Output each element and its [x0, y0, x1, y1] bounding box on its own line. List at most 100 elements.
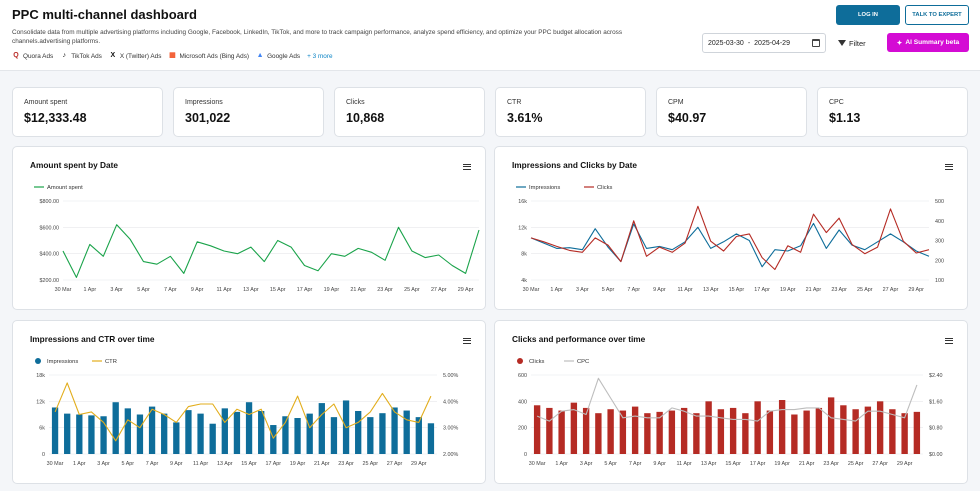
legend-label: Impressions — [47, 359, 78, 365]
x-tick-label: 23 Apr — [377, 287, 393, 293]
x-tick-label: 23 Apr — [831, 287, 847, 293]
x-tick-label: 13 Apr — [703, 287, 719, 293]
x-tick-label: 9 Apr — [191, 287, 204, 293]
kpi-cpc: CPC $1.13 — [817, 87, 968, 137]
talk-to-expert-button[interactable]: TALK TO EXPERT — [905, 5, 969, 25]
bar — [306, 413, 313, 454]
date-from: 2025-03-30 — [708, 39, 744, 47]
date-separator: - — [747, 39, 751, 47]
bar — [148, 406, 156, 454]
login-button[interactable]: LOG IN — [836, 5, 900, 25]
y-tick-label: 400 — [518, 399, 527, 405]
sparkle-icon: ✦ — [896, 39, 903, 47]
y-tick-label: 200 — [518, 426, 527, 432]
y-tick-label: 0 — [42, 452, 45, 458]
y-tick-label: 0 — [524, 452, 527, 458]
x-tick-label: 19 Apr — [774, 461, 790, 467]
x-tick-label: 13 Apr — [217, 461, 233, 467]
y-tick-label: 16k — [518, 199, 527, 205]
x-tick-label: 5 Apr — [122, 461, 135, 467]
y2-tick-label: $0.80 — [929, 426, 943, 432]
y2-tick-label: 5.00% — [443, 373, 458, 379]
bar — [644, 413, 651, 454]
x-tick-label: 9 Apr — [653, 287, 666, 293]
bar — [136, 414, 144, 454]
x-tick-label: 25 Apr — [404, 287, 420, 293]
series-line — [530, 205, 930, 271]
x-tick-label: 15 Apr — [270, 287, 286, 293]
chart-title: Clicks and performance over time — [512, 334, 646, 344]
x-tick-label: 25 Apr — [363, 461, 379, 467]
y-tick-label: 4k — [521, 278, 527, 284]
x-tick-label: 30 Mar — [523, 287, 540, 293]
x-tick-label: 27 Apr — [883, 287, 899, 293]
kpi-label: Clicks — [346, 99, 365, 106]
x-tick-label: 30 Mar — [55, 287, 72, 293]
kpi-cpm: CPM $40.97 — [656, 87, 807, 137]
series-line — [62, 224, 480, 278]
ai-summary-label: AI Summary beta — [905, 39, 960, 46]
kpi-label: CPC — [829, 99, 844, 106]
x-tick-label: 3 Apr — [576, 287, 589, 293]
y-tick-label: 12k — [36, 399, 45, 405]
x-tick-label: 21 Apr — [799, 461, 815, 467]
page-description: Consolidate data from multiple advertisi… — [12, 29, 623, 46]
bar — [318, 403, 325, 454]
y2-tick-label: 100 — [935, 278, 944, 284]
kpi-label: CTR — [507, 99, 522, 106]
y2-tick-label: 200 — [935, 258, 944, 264]
bar — [76, 414, 83, 454]
bar — [889, 409, 896, 454]
bar — [100, 416, 107, 454]
bar — [631, 406, 639, 454]
y2-tick-label: 500 — [935, 199, 944, 205]
kpi-amount-spent: Amount spent $12,333.48 — [12, 87, 163, 137]
platform-quora[interactable]: Q Quora Ads — [12, 52, 53, 60]
series-line — [530, 222, 930, 268]
menu-icon[interactable] — [463, 164, 471, 170]
date-range-picker[interactable]: 2025-03-30 - 2025-04-29 — [702, 33, 826, 53]
x-tick-label: 5 Apr — [137, 287, 150, 293]
kpi-clicks: Clicks 10,868 — [334, 87, 485, 137]
kpi-label: CPM — [668, 99, 684, 106]
x-tick-label: 9 Apr — [170, 461, 183, 467]
series-line — [54, 382, 432, 442]
chart-title: Impressions and Clicks by Date — [512, 160, 637, 170]
ai-summary-button[interactable]: ✦ AI Summary beta — [887, 33, 969, 52]
menu-icon[interactable] — [463, 338, 471, 344]
bar — [185, 410, 192, 454]
bar — [294, 418, 301, 454]
bar — [403, 410, 410, 454]
platform-label: Google Ads — [267, 52, 301, 60]
menu-icon[interactable] — [945, 338, 953, 344]
bar — [717, 409, 725, 454]
platform-label: TikTok Ads — [71, 52, 102, 60]
more-platforms-link[interactable]: + 3 more — [307, 52, 333, 60]
x-tick-label: 21 Apr — [350, 287, 366, 293]
y-tick-label: $200.00 — [40, 278, 60, 284]
kpi-value: 3.61% — [507, 111, 543, 125]
x-tick-label: 21 Apr — [314, 461, 330, 467]
menu-icon[interactable] — [945, 164, 953, 170]
platform-microsoft[interactable]: ▦ Microsoft Ads (Bing Ads) — [168, 52, 249, 60]
bar — [754, 401, 761, 454]
bar — [51, 407, 59, 454]
x-tick-label: 7 Apr — [629, 461, 642, 467]
y-tick-label: 600 — [518, 373, 527, 379]
header-bar: PPC multi-channel dashboard Consolidate … — [0, 0, 980, 71]
bar — [367, 417, 374, 454]
platform-google[interactable]: ▲ Google Ads — [256, 52, 301, 60]
bar — [173, 422, 180, 454]
google-ads-icon: ▲ — [256, 52, 264, 59]
x-tick-label: 3 Apr — [110, 287, 123, 293]
kpi-value: 301,022 — [185, 111, 231, 125]
x-tick-label: 15 Apr — [241, 461, 257, 467]
microsoft-icon: ▦ — [169, 52, 176, 59]
chart-svg: Impressions CTR 0 6k 12k 18k 2.00% 3.00% 4.00% 5.… — [35, 358, 458, 467]
bar — [742, 413, 749, 454]
y-tick-label: 8k — [521, 252, 527, 258]
filter-button[interactable]: Filter — [838, 35, 866, 51]
platform-tiktok[interactable]: ♪ TikTok Ads — [60, 52, 102, 60]
bar — [558, 410, 565, 454]
